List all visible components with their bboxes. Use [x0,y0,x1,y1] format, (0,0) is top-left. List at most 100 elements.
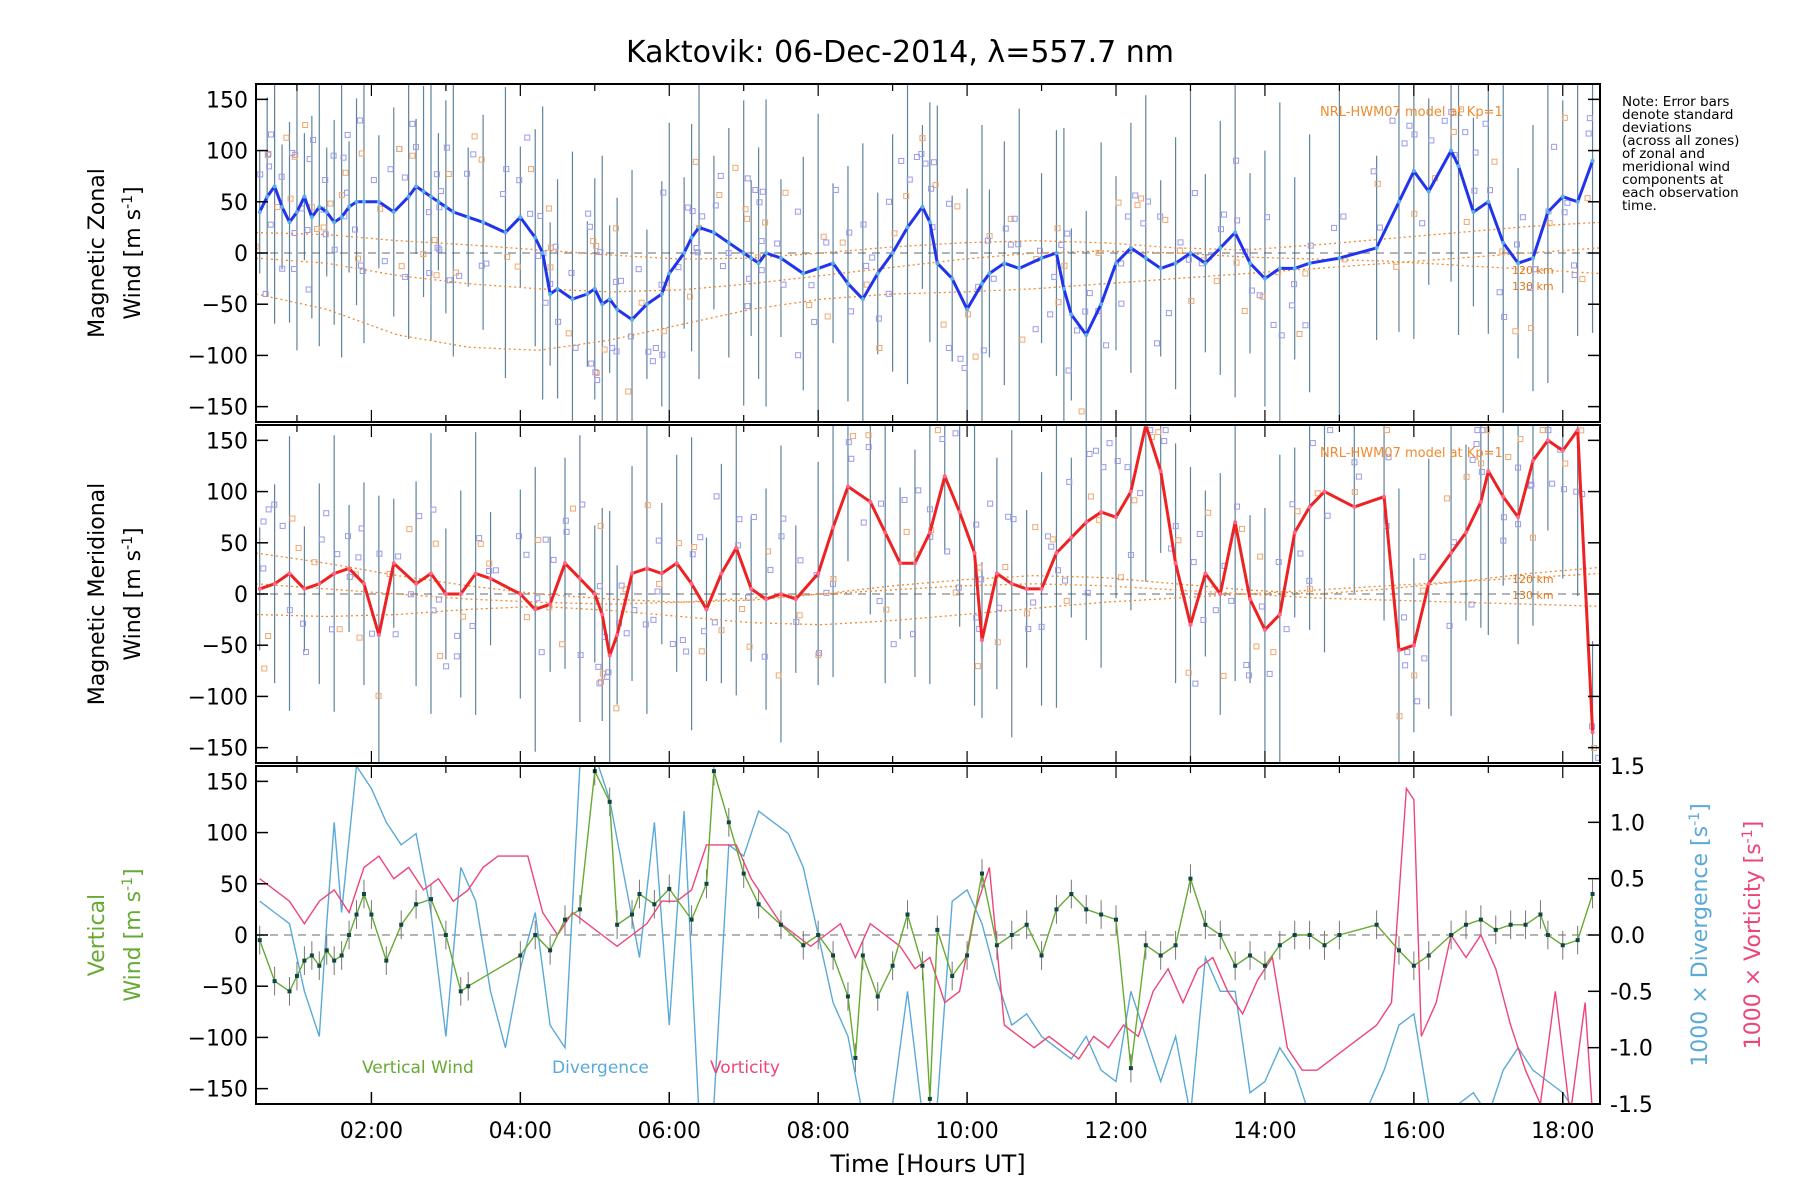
zone-sample [453,653,460,660]
zone-sample [327,200,334,207]
data-point [630,317,635,322]
zone-sample [1393,263,1400,270]
data-point [414,184,419,189]
data-point [816,933,821,937]
zone-sample [1314,490,1321,497]
zone-sample [649,358,656,365]
model-label: NRL-HWM07 model at Kp=1 [1320,446,1503,461]
zone-sample [1157,213,1164,220]
zone-sample [919,135,926,142]
zone-sample [527,210,534,217]
data-point [726,240,731,245]
zone-sample [320,224,327,231]
data-point [778,256,783,261]
zone-sample [593,369,600,376]
zone-sample [1297,550,1304,557]
data-point [652,902,657,907]
data-point [935,261,940,266]
zone-sample [863,262,870,269]
y-tick-label: 0 [234,583,248,608]
zone-sample [832,186,839,193]
zone-sample [652,344,659,351]
zone-sample [746,275,753,282]
zone-sample [1127,551,1134,558]
y-axis-title-sup: -1 [120,195,136,209]
data-point [1173,561,1178,566]
data-point [1188,251,1193,255]
zone-sample [435,596,442,603]
plot-area-vertical [256,766,1600,1104]
zone-sample [742,206,749,213]
zone-sample [1446,622,1453,629]
zone-sample [344,131,351,138]
data-point [302,958,307,963]
zone-sample [1480,427,1487,434]
zone-sample [426,209,433,216]
zone-sample [820,233,827,240]
data-point [339,953,344,958]
data-point [756,902,761,907]
data-point [347,566,352,571]
data-point [1560,194,1565,199]
zone-sample [1238,525,1245,532]
zone-sample [732,164,739,171]
data-point [1463,922,1468,927]
data-point [845,994,850,999]
data-point [458,592,463,596]
data-point [1486,199,1491,204]
data-point [831,953,836,958]
zone-sample [1584,195,1591,202]
vertical-wind-line [259,768,1594,1099]
zone-sample [1055,299,1062,306]
data-point [607,297,612,302]
data-point [332,958,337,963]
data-point [287,989,292,994]
zone-sample [1514,241,1521,248]
zone-sample [443,663,450,670]
zone-sample [1500,514,1507,521]
zone-sample [452,269,459,276]
zone-sample [432,540,439,547]
zone-sample [1519,214,1526,221]
zone-sample [1528,481,1535,488]
zone-sample [478,156,485,163]
zone-sample [1355,473,1362,480]
data-point [1516,261,1521,266]
zone-sample [1404,649,1411,656]
data-point [1039,586,1044,591]
zone-sample [1545,427,1552,434]
zone-sample [922,160,929,167]
zone-sample [524,134,531,141]
data-point [428,194,433,199]
zone-sample [1517,435,1524,442]
data-point [1114,261,1119,266]
x-axis-title: Time [Hours UT] [829,1150,1025,1178]
zone-sample [1515,521,1522,528]
zone-sample [990,275,997,282]
zone-sample [1411,210,1418,217]
zone-sample [1515,464,1522,471]
zone-sample [1248,287,1255,294]
data-point [1218,592,1223,596]
data-point [294,210,299,215]
zone-sample [1389,117,1396,124]
note-line: time. [1622,198,1657,214]
zone-sample [1253,643,1260,650]
data-point [927,220,932,225]
chart-title: Kaktovik: 06-Dec-2014, λ=557.7 nm [626,35,1174,70]
zone-sample [1213,278,1220,285]
data-point [280,204,285,209]
zone-sample [903,193,910,200]
x-tick-label: 16:00 [1382,1119,1445,1144]
zone-sample [952,589,959,596]
zone-sample [654,588,661,595]
zone-sample [588,360,595,367]
zone-sample [863,281,870,288]
data-point [1203,922,1208,927]
y2-close: ] [1688,803,1713,812]
zone-sample [660,189,667,196]
zone-sample [279,522,286,529]
data-point [630,571,635,576]
data-point [764,597,769,602]
